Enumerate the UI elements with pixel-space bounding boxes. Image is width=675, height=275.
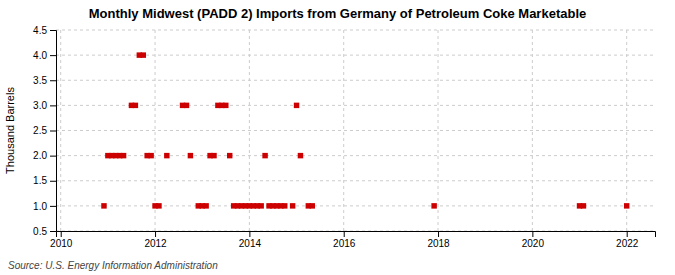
x-axis-line — [57, 232, 656, 238]
chart: 2010 2012 2014 2016 2018 2020 2022 0.5 1.0 1.5 2.0… — [0, 0, 675, 275]
y-tick: 3.0 — [33, 100, 56, 111]
point — [101, 203, 106, 208]
y-tick: 2.0 — [33, 150, 56, 161]
point — [258, 203, 263, 208]
point — [262, 153, 267, 158]
x-tick-mark — [627, 231, 628, 237]
y-tick: 3.5 — [33, 75, 56, 86]
point — [188, 153, 193, 158]
x-tick-mark — [344, 231, 345, 237]
y-axis-line — [50, 31, 57, 232]
grid-line-x — [438, 30, 439, 231]
y-tick-label: 1.0 — [33, 201, 47, 212]
y-tick: 0.5 — [33, 226, 56, 237]
y-tick: 1.5 — [33, 175, 56, 186]
point — [164, 153, 169, 158]
x-tick: 2020 — [522, 231, 545, 249]
point — [581, 203, 586, 208]
grid-line-x — [532, 30, 533, 231]
y-tick-label: 0.5 — [33, 226, 47, 237]
x-tick-mark — [438, 231, 439, 237]
y-tick-mark — [50, 231, 56, 232]
x-tick: 2022 — [616, 231, 639, 249]
x-tick-mark — [532, 231, 533, 237]
y-tick-label: 3.0 — [33, 100, 47, 111]
plot-area: 2010 2012 2014 2016 2018 2020 2022 0.5 1.0 1.5 2.0… — [33, 25, 655, 249]
point — [290, 203, 295, 208]
point — [282, 203, 287, 208]
title: Monthly Midwest (PADD 2) Imports from Ge… — [89, 6, 586, 21]
y-tick-label: 4.5 — [33, 25, 47, 36]
x-tick: 2018 — [427, 231, 450, 249]
x-tick-label: 2014 — [239, 238, 262, 249]
point — [148, 153, 153, 158]
point — [431, 203, 436, 208]
x-tick-label: 2012 — [144, 238, 167, 249]
x-tick-label: 2018 — [427, 238, 450, 249]
y-tick-label: 3.5 — [33, 75, 47, 86]
point — [141, 52, 146, 57]
x-tick-label: 2016 — [333, 238, 356, 249]
y-tick-mark — [50, 206, 56, 207]
grid-line-y — [56, 30, 655, 31]
point — [227, 153, 232, 158]
grid — [56, 30, 655, 231]
source-note: Source: U.S. Energy Information Administ… — [8, 260, 218, 271]
y-tick-label: 2.0 — [33, 150, 47, 161]
x-tick: 2010 — [50, 231, 73, 249]
grid-line-x — [626, 30, 627, 231]
y-tick-mark — [50, 131, 56, 132]
x-tick: 2012 — [144, 231, 167, 249]
grid-line-x — [343, 30, 344, 231]
point — [203, 203, 208, 208]
x-tick-mark — [155, 231, 156, 237]
y-tick-mark — [50, 105, 56, 106]
point — [184, 103, 189, 108]
y-tick: 1.0 — [33, 201, 56, 212]
x-tick-label: 2010 — [50, 238, 73, 249]
point — [133, 103, 138, 108]
grid-line-x — [249, 30, 250, 231]
x-tick-mark — [249, 231, 250, 237]
y-tick-mark — [50, 55, 56, 56]
grid-line-y — [56, 80, 655, 81]
x-tick: 2014 — [239, 231, 262, 249]
point — [223, 103, 228, 108]
point — [156, 203, 161, 208]
x-tick-label: 2020 — [522, 238, 545, 249]
grid-line-x — [60, 30, 61, 231]
point — [211, 153, 216, 158]
x-axis: 2010 2012 2014 2016 2018 2020 2022 — [50, 231, 655, 249]
x-tick-label: 2022 — [616, 238, 639, 249]
points — [101, 52, 629, 208]
grid-line-y — [56, 130, 655, 131]
grid-line-y — [56, 105, 655, 106]
y-tick-mark — [50, 181, 56, 182]
y-axis: 0.5 1.0 1.5 2.0 2.5 3.0 3.5 4.0 4.5 — [33, 25, 56, 237]
y-tick-mark — [50, 156, 56, 157]
point — [121, 153, 126, 158]
grid-line-y — [56, 180, 655, 181]
y-tick-label: 2.5 — [33, 125, 47, 136]
point — [294, 103, 299, 108]
y-tick-mark — [50, 30, 56, 31]
grid-line-y — [56, 205, 655, 206]
point — [310, 203, 315, 208]
grid-line-x — [155, 30, 156, 231]
x-tick: 2016 — [333, 231, 356, 249]
y-tick: 2.5 — [33, 125, 56, 136]
y-tick: 4.5 — [33, 25, 56, 36]
y-axis-label: Thousand Barrels — [4, 87, 16, 174]
y-tick-label: 4.0 — [33, 50, 47, 61]
point — [298, 153, 303, 158]
point — [624, 203, 629, 208]
y-tick-mark — [50, 80, 56, 81]
y-tick-label: 1.5 — [33, 175, 47, 186]
y-tick: 4.0 — [33, 50, 56, 61]
x-tick-mark — [61, 231, 62, 237]
